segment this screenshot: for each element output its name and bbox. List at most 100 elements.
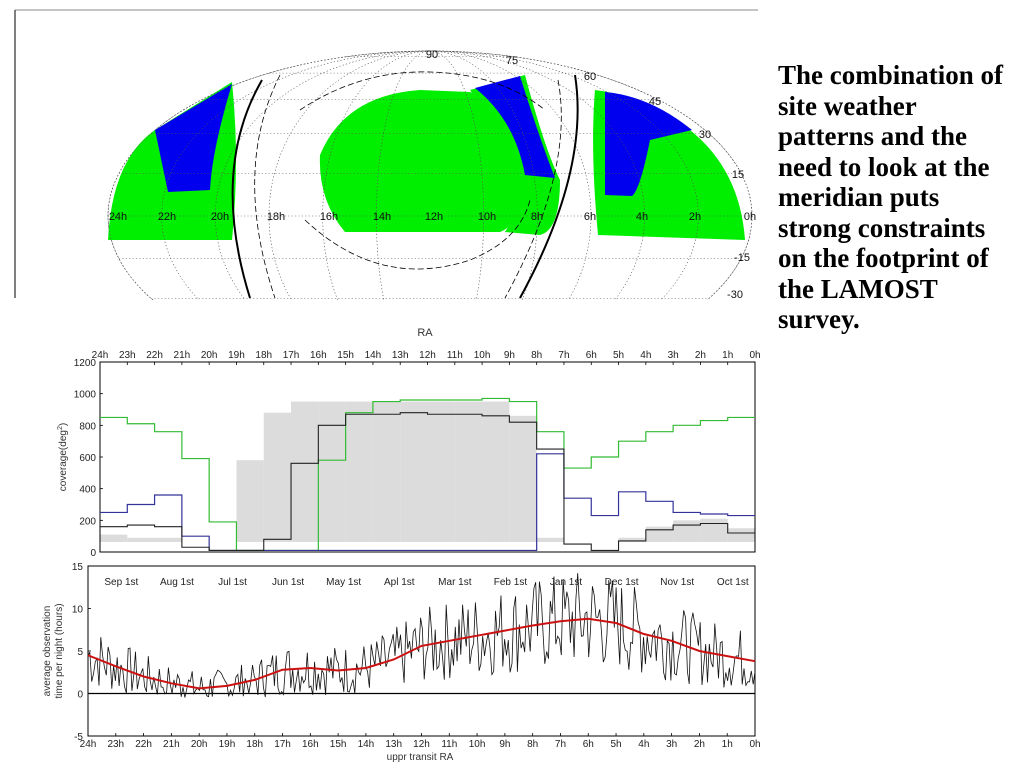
- coverage-x-tick-label: 18h: [255, 350, 272, 361]
- observation-x-tick-label: 11h: [441, 739, 457, 750]
- observation-month-label: Dec 1st: [605, 577, 639, 588]
- sky-ra-label: 16h: [320, 211, 338, 223]
- coverage-gray-bar: [291, 401, 319, 542]
- observation-month-label: Sep 1st: [104, 577, 138, 588]
- observation-y-tick-label: 15: [72, 562, 84, 573]
- sky-region-right-green: [470, 75, 560, 235]
- coverage-y-tick-label: 400: [79, 485, 96, 496]
- coverage-gray-bar: [482, 401, 510, 542]
- coverage-x-tick-label: 2h: [695, 350, 706, 361]
- observation-month-label: Apl 1st: [384, 577, 415, 588]
- coverage-gray-bar: [427, 401, 455, 542]
- sky-dec-label: 30: [699, 129, 711, 141]
- sky-ra-label: 24h: [109, 211, 127, 223]
- observation-x-tick-label: 8h: [527, 739, 538, 750]
- caption-text: The combination of site weather patterns…: [778, 60, 1004, 334]
- coverage-x-tick-label: 8h: [531, 350, 542, 361]
- observation-month-label: Feb 1st: [494, 577, 528, 588]
- observation-x-tick-label: 23h: [107, 739, 124, 750]
- sky-dec-label: 15: [732, 169, 744, 181]
- sky-dec-label: -30: [727, 289, 743, 300]
- sky-ra-label: 14h: [373, 211, 391, 223]
- coverage-gray-bar: [100, 534, 128, 542]
- observation-x-tick-label: 15h: [330, 739, 347, 750]
- sky-ra-label: 4h: [636, 211, 648, 223]
- observation-x-tick-label: 20h: [191, 739, 208, 750]
- sky-dec-label: 90: [426, 49, 438, 61]
- observation-x-tick-label: 22h: [135, 739, 152, 750]
- observation-x-tick-label: 19h: [219, 739, 236, 750]
- coverage-x-tick-label: 3h: [668, 350, 679, 361]
- coverage-x-tick-label: 11h: [447, 350, 463, 361]
- observation-x-axis-label: uppr transit RA: [387, 752, 454, 763]
- coverage-x-tick-label: 19h: [228, 350, 245, 361]
- sky-map: 24h 22h 20h 18h 16h 14h 12h 10h 8h 6h 4h 2h 0h 90 75 60…: [14, 9, 758, 300]
- sky-ra-label: 2h: [689, 211, 701, 223]
- coverage-x-tick-label: 12h: [419, 350, 436, 361]
- sky-ra-label: 10h: [478, 211, 496, 223]
- coverage-x-tick-label: 15h: [337, 350, 354, 361]
- observation-x-tick-label: 10h: [469, 739, 486, 750]
- coverage-x-tick-label: 22h: [146, 350, 163, 361]
- observation-month-label: Jul 1st: [218, 577, 247, 588]
- observation-month-label: Jun 1st: [272, 577, 304, 588]
- observation-smoothed-line: [87, 617, 756, 690]
- coverage-gray-bar: [236, 460, 264, 542]
- coverage-x-tick-label: 1h: [722, 350, 733, 361]
- observation-x-tick-label: 12h: [413, 739, 430, 750]
- coverage-x-tick-label: 23h: [119, 350, 136, 361]
- observation-month-label: Mar 1st: [438, 577, 472, 588]
- observation-x-tick-label: 6h: [583, 739, 594, 750]
- coverage-gray-bar: [345, 401, 373, 542]
- sky-dec-label: -15: [734, 252, 750, 264]
- coverage-gray-bar: [509, 415, 537, 542]
- observation-x-tick-label: 9h: [499, 739, 510, 750]
- sky-ra-label: 20h: [211, 211, 229, 223]
- sky-ra-label: 22h: [158, 211, 176, 223]
- observation-x-tick-label: 3h: [666, 739, 677, 750]
- coverage-gray-bar: [727, 528, 755, 542]
- sky-ra-label: 0h: [744, 211, 756, 223]
- coverage-title: RA: [417, 327, 433, 339]
- coverage-x-tick-label: 0h: [749, 350, 760, 361]
- coverage-y-tick-label: 1000: [74, 390, 97, 401]
- sky-dec-label: 45: [649, 96, 661, 108]
- observation-y-tick-label: 5: [77, 647, 83, 658]
- observation-y-tick-label: 0: [77, 690, 83, 701]
- sky-ra-label: 12h: [425, 211, 443, 223]
- coverage-gray-bar: [263, 412, 292, 542]
- observation-x-tick-label: 13h: [385, 739, 402, 750]
- coverage-x-tick-label: 14h: [365, 350, 382, 361]
- coverage-x-tick-label: 24h: [92, 350, 109, 361]
- observation-month-label: Nov 1st: [660, 577, 694, 588]
- coverage-y-tick-label: 1200: [74, 358, 97, 369]
- coverage-y-tick-label: 800: [79, 421, 96, 432]
- coverage-gray-bar: [645, 526, 674, 542]
- coverage-gray-bar: [154, 537, 182, 542]
- sky-region-right-blue: [475, 76, 555, 178]
- coverage-x-tick-label: 6h: [586, 350, 597, 361]
- coverage-x-tick-label: 4h: [640, 350, 651, 361]
- observation-x-tick-label: 18h: [246, 739, 263, 750]
- observation-month-label: Oct 1st: [717, 577, 749, 588]
- coverage-x-tick-label: 20h: [201, 350, 218, 361]
- observation-y-tick-label: 10: [72, 605, 84, 616]
- observation-y-tick-label: -5: [74, 732, 83, 743]
- coverage-green-line: [100, 397, 755, 552]
- coverage-gray-bar: [700, 518, 728, 542]
- coverage-gray-bar: [536, 537, 564, 542]
- observation-x-tick-label: 24h: [80, 739, 97, 750]
- coverage-gray-bar: [400, 401, 428, 542]
- sky-dec-label: 60: [584, 71, 596, 83]
- observation-x-tick-label: 1h: [722, 739, 733, 750]
- coverage-y-tick-label: 0: [90, 548, 96, 559]
- observation-x-tick-label: 4h: [638, 739, 649, 750]
- observation-y-axis-label-2: time per night (hours): [54, 603, 65, 698]
- coverage-x-tick-label: 17h: [283, 350, 300, 361]
- coverage-x-tick-label: 13h: [392, 350, 409, 361]
- observation-month-label: May 1st: [326, 577, 361, 588]
- observation-x-tick-label: 14h: [358, 739, 375, 750]
- coverage-gray-bar: [454, 401, 483, 542]
- observation-x-tick-label: 16h: [302, 739, 319, 750]
- observation-x-tick-label: 17h: [274, 739, 291, 750]
